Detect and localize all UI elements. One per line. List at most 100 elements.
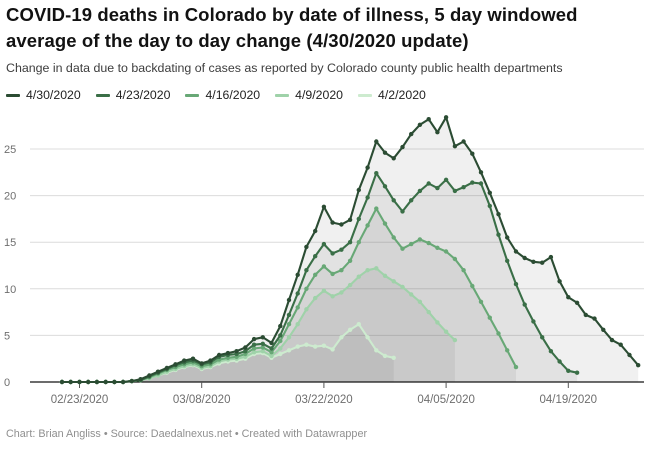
data-point [382, 184, 388, 189]
data-point [618, 342, 623, 347]
data-point [400, 284, 405, 290]
data-point [295, 322, 300, 327]
x-axis-label: 02/23/2020 [51, 394, 109, 406]
data-point [330, 220, 335, 225]
data-point [173, 362, 178, 367]
data-point [286, 348, 292, 353]
data-point [286, 322, 292, 327]
data-point [313, 254, 318, 259]
legend-swatch-icon [95, 93, 110, 97]
data-point [286, 297, 292, 303]
data-point [260, 345, 265, 350]
data-point [347, 258, 353, 263]
data-point [260, 349, 265, 354]
data-point [513, 249, 519, 254]
data-point [339, 222, 344, 227]
x-axis-label: 03/22/2020 [295, 394, 353, 406]
legend-item: 4/16/2020 [185, 88, 260, 102]
data-point [330, 294, 335, 299]
data-point [321, 288, 327, 293]
data-point [347, 282, 353, 288]
data-point [339, 268, 344, 273]
data-point [531, 319, 536, 324]
data-point [443, 177, 449, 182]
chart-footer: Chart: Brian Angliss • Source: Daedalnex… [6, 428, 368, 440]
data-point [365, 165, 370, 170]
data-point [400, 209, 405, 214]
data-point [182, 358, 187, 363]
x-axis-label: 04/19/2020 [540, 394, 598, 406]
data-point [417, 299, 423, 304]
data-point [103, 379, 108, 385]
data-point [461, 139, 466, 144]
data-point [557, 359, 562, 364]
data-point [435, 185, 440, 191]
data-point [269, 346, 274, 351]
data-point [147, 373, 152, 378]
data-point [155, 369, 161, 374]
data-point [505, 235, 510, 240]
data-point [278, 323, 283, 329]
data-point [505, 348, 510, 353]
data-point [601, 327, 606, 332]
data-point [356, 187, 361, 193]
data-point [382, 353, 388, 359]
data-point [391, 156, 396, 161]
data-point [321, 343, 327, 348]
data-point [548, 254, 554, 260]
x-axis-label: 04/05/2020 [417, 394, 475, 406]
data-point [216, 352, 222, 358]
data-point [356, 240, 361, 245]
data-point [339, 290, 344, 295]
legend-swatch-icon [358, 93, 373, 97]
data-point [374, 348, 379, 353]
y-axis-label: 0 [4, 377, 10, 389]
data-point [365, 335, 370, 340]
data-point [347, 327, 353, 332]
data-point [330, 347, 335, 352]
y-axis-label: 25 [4, 144, 16, 156]
data-point [452, 337, 458, 343]
data-point [513, 364, 519, 370]
data-point [435, 245, 440, 250]
data-point [496, 212, 501, 217]
data-point [278, 346, 283, 351]
plot-area: 0 5 10 15 20 25 02/23/2020 03/08/2020 03/22/2020… [0, 105, 650, 417]
legend-item: 4/23/2020 [95, 88, 170, 102]
data-point [540, 260, 545, 265]
data-point [409, 241, 414, 247]
data-point [374, 266, 379, 271]
data-point [522, 255, 527, 261]
data-point [478, 181, 484, 186]
data-point [461, 268, 466, 273]
data-point [304, 342, 309, 347]
data-point [391, 235, 396, 240]
data-point [330, 251, 335, 256]
line-chart[interactable]: 0 5 10 15 20 25 02/23/2020 03/08/2020 03/22/2020… [0, 105, 650, 417]
data-point [487, 203, 492, 209]
data-point [531, 259, 536, 264]
data-point [566, 368, 571, 373]
data-point [382, 150, 388, 155]
data-point [59, 379, 65, 385]
data-point [278, 333, 283, 338]
data-point [400, 246, 405, 251]
data-point [251, 342, 257, 347]
data-point [409, 198, 414, 203]
data-point [295, 305, 300, 310]
data-point [313, 228, 318, 234]
data-point [286, 312, 292, 318]
data-point [583, 312, 588, 318]
data-point [251, 336, 257, 342]
legend-item: 4/30/2020 [6, 88, 81, 102]
data-point [452, 256, 458, 262]
data-point [496, 331, 501, 336]
area-fill [62, 117, 639, 383]
data-point [382, 273, 388, 278]
legend-swatch-icon [275, 93, 290, 97]
area-fill [62, 173, 578, 382]
data-point [522, 302, 527, 307]
data-point [487, 315, 492, 320]
data-point [269, 350, 274, 355]
data-point [417, 122, 423, 127]
